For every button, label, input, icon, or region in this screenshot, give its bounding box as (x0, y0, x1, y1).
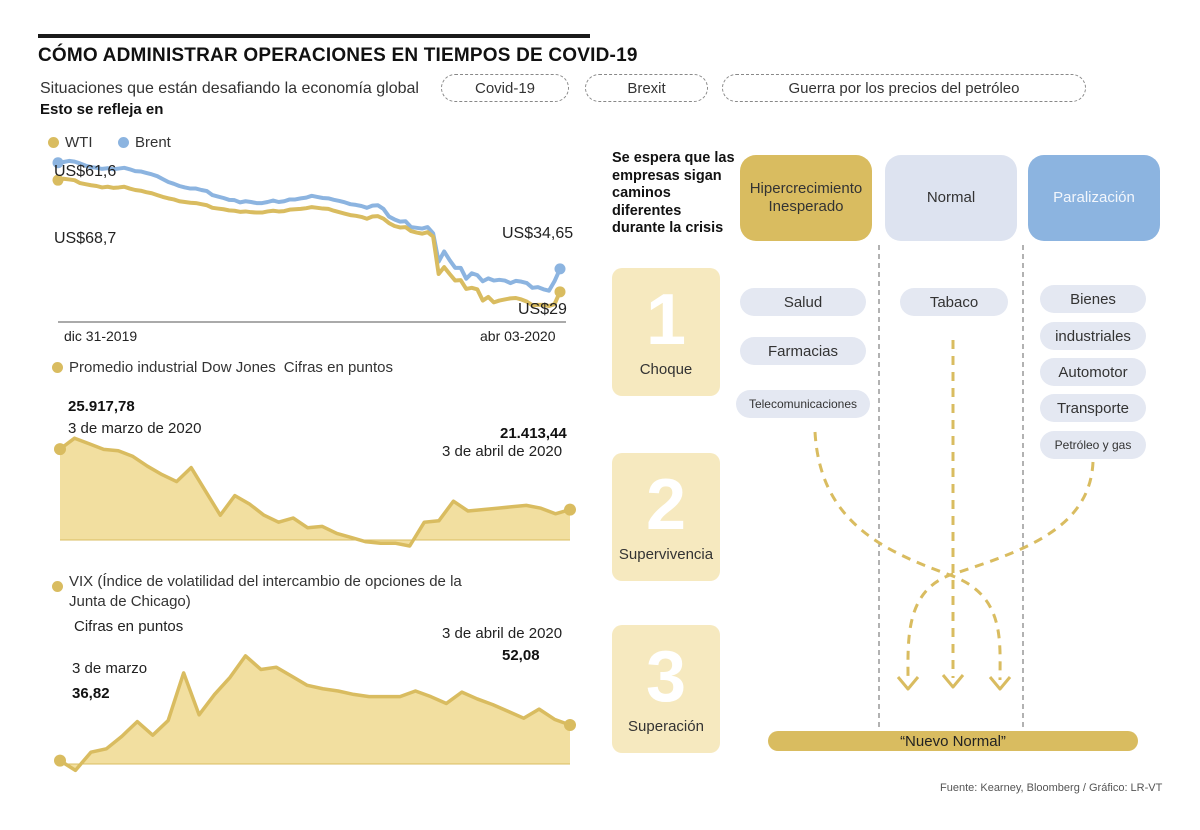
dow-start-date: 3 de marzo de 2020 (68, 420, 202, 437)
sector-salud: Salud (740, 288, 866, 316)
dow-legend: Promedio industrial Dow Jones Cifras en … (52, 359, 393, 376)
stage-3-number: 3 (645, 637, 687, 717)
oil-x-end-label: abr 03-2020 (480, 328, 556, 344)
legend-wti: WTI (48, 134, 93, 151)
arrow-head-center-icon (941, 674, 965, 689)
nuevo-normal-bar: “Nuevo Normal” (768, 731, 1138, 751)
stage-2-number: 2 (645, 465, 687, 545)
dow-end-date: 3 de abril de 2020 (442, 443, 563, 460)
title-rule (38, 34, 590, 38)
dow-point-start (54, 443, 66, 456)
brent-dot-icon (118, 137, 129, 148)
category-paralizacion: Paralización (1028, 155, 1160, 241)
stage-3: 3 Superación (612, 625, 720, 753)
arrow-head-left-icon (896, 676, 920, 691)
category-hipercrecimiento: Hipercrecimiento Inesperado (740, 155, 872, 241)
vix-end-date: 3 de abril de 2020 (442, 625, 563, 642)
wti-end-label: US$29 (518, 301, 567, 318)
vix-start-date: 3 de marzo (72, 660, 148, 677)
oil-x-start-label: dic 31-2019 (64, 328, 138, 344)
situation-brexit: Brexit (585, 74, 708, 102)
oil-point-brent-end (554, 263, 566, 275)
stage-1-number: 1 (645, 280, 687, 360)
arrow-head-right-icon (988, 676, 1012, 691)
brent-end-label: US$34,65 (502, 225, 574, 242)
situation-oil-war: Guerra por los precios del petróleo (722, 74, 1086, 102)
arrow-hiper-path (813, 431, 1002, 681)
sector-industriales: industriales (1040, 322, 1146, 350)
wti-start-label: US$68,7 (54, 230, 117, 247)
vix-point-start (54, 754, 66, 767)
sector-petroleo-gas: Petróleo y gas (1040, 431, 1146, 459)
sector-bienes: Bienes (1040, 285, 1146, 313)
legend-wti-label: WTI (65, 134, 93, 151)
dow-end-value: 21.413,44 (500, 425, 567, 442)
reflect-label: Esto se refleja en (40, 101, 164, 118)
dow-point-end (564, 503, 576, 516)
vix-subtitle: Cifras en puntos (74, 618, 184, 635)
brent-start-label: US$61,6 (54, 163, 117, 180)
dow-dot-icon (52, 362, 63, 373)
dow-start-value: 25.917,78 (68, 398, 135, 415)
sector-farmacias: Farmacias (740, 337, 866, 365)
dow-area-fill (60, 438, 570, 546)
page-title: CÓMO ADMINISTRAR OPERACIONES EN TIEMPOS … (38, 45, 638, 66)
dow-title: Promedio industrial Dow Jones (69, 359, 276, 376)
situation-covid: Covid-19 (441, 74, 569, 102)
vix-chart (54, 654, 576, 773)
legend-brent: Brent (118, 134, 171, 151)
wti-dot-icon (48, 137, 59, 148)
dow-subtitle: Cifras en puntos (283, 359, 393, 376)
sector-transporte: Transporte (1040, 394, 1146, 422)
oil-point-brent-start (52, 157, 64, 169)
vix-title: VIX (Índice de volatilidad del intercamb… (69, 573, 462, 610)
vix-end-value: 52,08 (502, 647, 540, 664)
vix-start-value: 36,82 (72, 685, 110, 702)
stage-1: 1 Choque (612, 268, 720, 396)
page-subtitle: Situaciones que están desafiando la econ… (40, 80, 419, 97)
stage-2-name: Supervivencia (618, 546, 714, 563)
vix-point-end (564, 719, 576, 731)
dow-line (58, 436, 571, 548)
oil-price-chart (52, 157, 566, 323)
vix-legend: VIX (Índice de volatilidad del intercamb… (52, 572, 489, 612)
source-credit: Fuente: Kearney, Bloomberg / Gráfico: LR… (940, 782, 1163, 794)
dow-jones-chart (54, 436, 576, 548)
category-normal: Normal (885, 155, 1017, 241)
oil-point-wti-start (52, 174, 64, 186)
stage-2: 2 Supervivencia (612, 453, 720, 581)
vix-line (59, 654, 571, 773)
stage-1-name: Choque (639, 361, 693, 378)
oil-point-wti-end (554, 286, 566, 298)
vix-dot-icon (52, 581, 63, 592)
legend-brent-label: Brent (135, 134, 171, 151)
arrow-paral-path (906, 461, 1095, 681)
stage-3-name: Superación (628, 718, 704, 735)
oil-line-brent (56, 158, 562, 293)
oil-line-wti (56, 176, 562, 308)
sector-telecomunicaciones: Telecomunicaciones (736, 390, 870, 418)
sector-tabaco: Tabaco (900, 288, 1008, 316)
sector-automotor: Automotor (1040, 358, 1146, 386)
framework-intro: Se espera que las empresas sigan caminos… (612, 150, 735, 236)
